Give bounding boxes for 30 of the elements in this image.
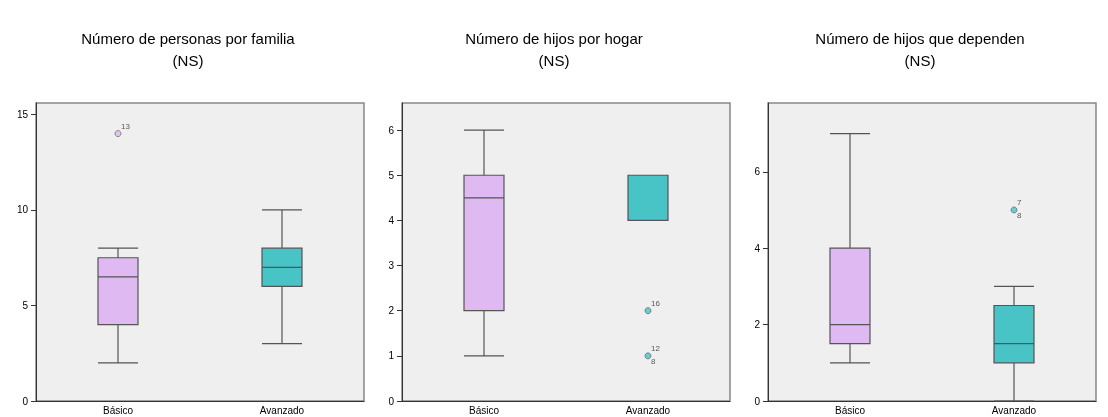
y-tick-label: 6 bbox=[388, 124, 395, 136]
y-tick-label: 1 bbox=[388, 350, 395, 362]
annotation: 16 bbox=[651, 299, 661, 309]
x-tick-label: Avanzado bbox=[625, 404, 671, 416]
y-tick-label: 6 bbox=[754, 166, 761, 178]
y-tick-label: 4 bbox=[388, 214, 395, 226]
chart-title: Número de hijos por hogar (NS) bbox=[465, 29, 643, 69]
annotation: 13 bbox=[121, 122, 131, 132]
annotation: 7 bbox=[1017, 198, 1022, 208]
y-tick-label: 2 bbox=[754, 319, 761, 331]
annotation: 8 bbox=[1017, 211, 1022, 221]
x-tick-label: Avanzado bbox=[259, 404, 305, 416]
chart-title: Número de hijos que dependen (NS) bbox=[815, 29, 1025, 69]
y-tick-label: 0 bbox=[388, 395, 395, 407]
y-tick-label: 4 bbox=[754, 242, 761, 254]
annotation: 8 bbox=[651, 357, 656, 367]
y-tick-label: 5 bbox=[388, 169, 395, 181]
x-tick-label: Avanzado bbox=[991, 404, 1037, 416]
y-tick-label: 5 bbox=[22, 299, 29, 311]
y-tick-label: 3 bbox=[388, 260, 395, 272]
y-tick-label: 10 bbox=[16, 204, 29, 216]
x-tick-label: Básico bbox=[468, 404, 500, 416]
y-tick-label: 0 bbox=[754, 395, 761, 407]
annotation: 12 bbox=[651, 344, 661, 354]
y-tick-label: 0 bbox=[22, 395, 29, 407]
chart-title: Número de personas por familia (NS) bbox=[81, 29, 296, 69]
y-tick-label: 15 bbox=[16, 108, 29, 120]
x-tick-label: Básico bbox=[834, 404, 866, 416]
y-tick-label: 2 bbox=[388, 305, 395, 317]
x-tick-label: Básico bbox=[102, 404, 134, 416]
